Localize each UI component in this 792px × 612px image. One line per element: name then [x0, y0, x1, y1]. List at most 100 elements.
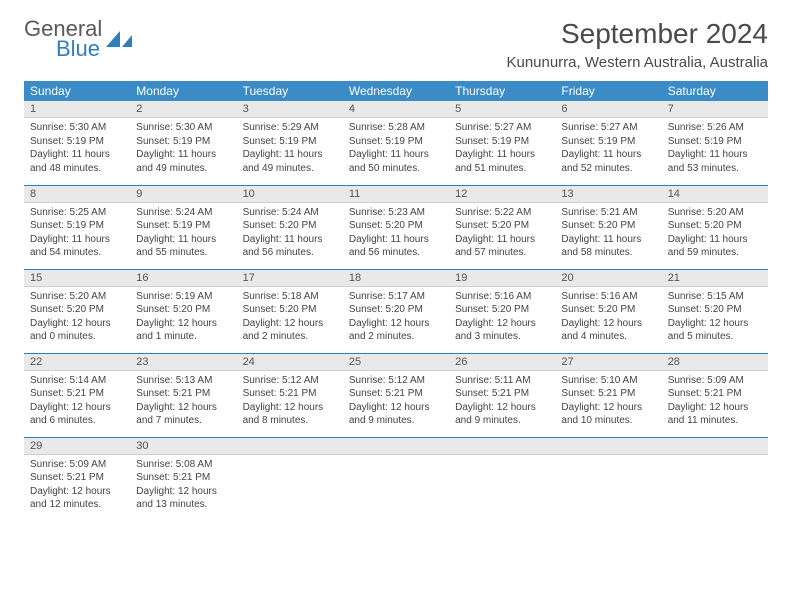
calendar-body: 1Sunrise: 5:30 AMSunset: 5:19 PMDaylight…	[24, 101, 768, 521]
daylight-text-2: and 54 minutes.	[30, 246, 124, 260]
sunrise-text: Sunrise: 5:25 AM	[30, 206, 124, 220]
day-number-empty	[662, 438, 768, 455]
sunrise-text: Sunrise: 5:18 AM	[243, 290, 337, 304]
calendar-cell: 20Sunrise: 5:16 AMSunset: 5:20 PMDayligh…	[555, 269, 661, 353]
day-number: 4	[343, 101, 449, 118]
day-number: 20	[555, 270, 661, 287]
daylight-text-2: and 53 minutes.	[668, 162, 762, 176]
daylight-text-2: and 51 minutes.	[455, 162, 549, 176]
day-number: 30	[130, 438, 236, 455]
calendar-cell: 13Sunrise: 5:21 AMSunset: 5:20 PMDayligh…	[555, 185, 661, 269]
calendar-cell: 8Sunrise: 5:25 AMSunset: 5:19 PMDaylight…	[24, 185, 130, 269]
calendar-cell: 3 Sunrise: 5:29 AMSunset: 5:19 PMDaylight…	[237, 101, 343, 185]
calendar-cell	[237, 437, 343, 521]
sunrise-text: Sunrise: 5:29 AM	[243, 121, 337, 135]
daylight-text-1: Daylight: 11 hours	[349, 233, 443, 247]
day-details: Sunrise: 5:16 AMSunset: 5:20 PMDaylight:…	[449, 287, 555, 347]
day-details: Sunrise: 5:24 AMSunset: 5:19 PMDaylight:…	[130, 203, 236, 263]
daylight-text-2: and 11 minutes.	[668, 414, 762, 428]
calendar-cell: 12Sunrise: 5:22 AMSunset: 5:20 PMDayligh…	[449, 185, 555, 269]
daylight-text-2: and 52 minutes.	[561, 162, 655, 176]
daylight-text-1: Daylight: 12 hours	[349, 401, 443, 415]
day-details: Sunrise: 5:24 AMSunset: 5:20 PMDaylight:…	[237, 203, 343, 263]
day-details: Sunrise: 5:12 AMSunset: 5:21 PMDaylight:…	[237, 371, 343, 431]
daylight-text-1: Daylight: 11 hours	[243, 148, 337, 162]
daylight-text-2: and 4 minutes.	[561, 330, 655, 344]
day-number: 27	[555, 354, 661, 371]
daylight-text-1: Daylight: 11 hours	[668, 233, 762, 247]
sunset-text: Sunset: 5:21 PM	[668, 387, 762, 401]
sunset-text: Sunset: 5:20 PM	[349, 219, 443, 233]
sunrise-text: Sunrise: 5:27 AM	[561, 121, 655, 135]
sunset-text: Sunset: 5:19 PM	[243, 135, 337, 149]
sunset-text: Sunset: 5:21 PM	[243, 387, 337, 401]
calendar-cell: 25Sunrise: 5:12 AMSunset: 5:21 PMDayligh…	[343, 353, 449, 437]
weekday-header: Wednesday	[343, 81, 449, 101]
calendar-cell: 21Sunrise: 5:15 AMSunset: 5:20 PMDayligh…	[662, 269, 768, 353]
calendar-cell: 15Sunrise: 5:20 AMSunset: 5:20 PMDayligh…	[24, 269, 130, 353]
daylight-text-1: Daylight: 11 hours	[30, 148, 124, 162]
sunset-text: Sunset: 5:20 PM	[455, 303, 549, 317]
sunrise-text: Sunrise: 5:22 AM	[455, 206, 549, 220]
calendar-cell: 22Sunrise: 5:14 AMSunset: 5:21 PMDayligh…	[24, 353, 130, 437]
calendar-cell	[449, 437, 555, 521]
day-details: Sunrise: 5:26 AMSunset: 5:19 PMDaylight:…	[662, 118, 768, 178]
day-number: 23	[130, 354, 236, 371]
calendar-header-row: SundayMondayTuesdayWednesdayThursdayFrid…	[24, 81, 768, 101]
calendar-cell: 1Sunrise: 5:30 AMSunset: 5:19 PMDaylight…	[24, 101, 130, 185]
sunrise-text: Sunrise: 5:11 AM	[455, 374, 549, 388]
day-number: 7	[662, 101, 768, 118]
brand-blue: Blue	[56, 38, 102, 60]
calendar-cell: 9Sunrise: 5:24 AMSunset: 5:19 PMDaylight…	[130, 185, 236, 269]
daylight-text-2: and 59 minutes.	[668, 246, 762, 260]
sunset-text: Sunset: 5:21 PM	[349, 387, 443, 401]
sunrise-text: Sunrise: 5:15 AM	[668, 290, 762, 304]
calendar-cell: 23Sunrise: 5:13 AMSunset: 5:21 PMDayligh…	[130, 353, 236, 437]
daylight-text-2: and 8 minutes.	[243, 414, 337, 428]
calendar-cell: 2Sunrise: 5:30 AMSunset: 5:19 PMDaylight…	[130, 101, 236, 185]
sunset-text: Sunset: 5:20 PM	[30, 303, 124, 317]
daylight-text-2: and 57 minutes.	[455, 246, 549, 260]
day-number-empty	[343, 438, 449, 455]
sunset-text: Sunset: 5:21 PM	[136, 387, 230, 401]
day-details: Sunrise: 5:30 AMSunset: 5:19 PMDaylight:…	[24, 118, 130, 178]
sunrise-text: Sunrise: 5:23 AM	[349, 206, 443, 220]
calendar-cell	[662, 437, 768, 521]
daylight-text-1: Daylight: 11 hours	[349, 148, 443, 162]
daylight-text-2: and 2 minutes.	[243, 330, 337, 344]
day-details: Sunrise: 5:13 AMSunset: 5:21 PMDaylight:…	[130, 371, 236, 431]
daylight-text-2: and 9 minutes.	[349, 414, 443, 428]
sunset-text: Sunset: 5:20 PM	[668, 219, 762, 233]
day-number: 2	[130, 101, 236, 118]
sunset-text: Sunset: 5:20 PM	[561, 303, 655, 317]
calendar-cell: 19Sunrise: 5:16 AMSunset: 5:20 PMDayligh…	[449, 269, 555, 353]
day-number: 12	[449, 186, 555, 203]
sunrise-text: Sunrise: 5:12 AM	[349, 374, 443, 388]
sunrise-text: Sunrise: 5:17 AM	[349, 290, 443, 304]
sunrise-text: Sunrise: 5:26 AM	[668, 121, 762, 135]
sunset-text: Sunset: 5:20 PM	[668, 303, 762, 317]
sunrise-text: Sunrise: 5:20 AM	[668, 206, 762, 220]
day-number: 3	[237, 101, 343, 118]
daylight-text-2: and 0 minutes.	[30, 330, 124, 344]
day-number: 6	[555, 101, 661, 118]
day-details: Sunrise: 5:10 AMSunset: 5:21 PMDaylight:…	[555, 371, 661, 431]
day-number: 24	[237, 354, 343, 371]
day-details: Sunrise: 5:18 AMSunset: 5:20 PMDaylight:…	[237, 287, 343, 347]
calendar-cell: 5Sunrise: 5:27 AMSunset: 5:19 PMDaylight…	[449, 101, 555, 185]
calendar-cell: 26Sunrise: 5:11 AMSunset: 5:21 PMDayligh…	[449, 353, 555, 437]
day-details: Sunrise: 5:30 AMSunset: 5:19 PMDaylight:…	[130, 118, 236, 178]
daylight-text-1: Daylight: 11 hours	[136, 148, 230, 162]
calendar-cell: 29Sunrise: 5:09 AMSunset: 5:21 PMDayligh…	[24, 437, 130, 521]
sunset-text: Sunset: 5:20 PM	[243, 219, 337, 233]
day-number: 10	[237, 186, 343, 203]
calendar-cell: 18Sunrise: 5:17 AMSunset: 5:20 PMDayligh…	[343, 269, 449, 353]
daylight-text-2: and 58 minutes.	[561, 246, 655, 260]
daylight-text-2: and 56 minutes.	[243, 246, 337, 260]
location-text: Kununurra, Western Australia, Australia	[506, 54, 768, 71]
sunset-text: Sunset: 5:21 PM	[30, 471, 124, 485]
day-details: Sunrise: 5:25 AMSunset: 5:19 PMDaylight:…	[24, 203, 130, 263]
weekday-header: Friday	[555, 81, 661, 101]
day-details: Sunrise: 5:11 AMSunset: 5:21 PMDaylight:…	[449, 371, 555, 431]
sunset-text: Sunset: 5:20 PM	[349, 303, 443, 317]
